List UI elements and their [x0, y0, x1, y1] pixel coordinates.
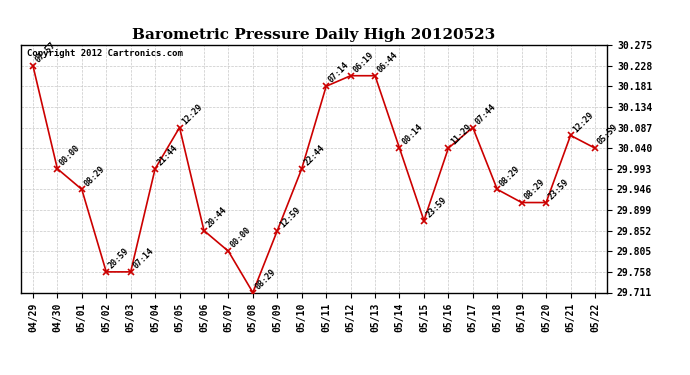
Text: 11:29: 11:29 — [449, 123, 473, 147]
Text: 21:44: 21:44 — [156, 143, 180, 167]
Text: 00:00: 00:00 — [229, 226, 253, 250]
Text: 07:14: 07:14 — [131, 246, 155, 270]
Text: 12:29: 12:29 — [571, 110, 595, 134]
Text: 20:59: 20:59 — [107, 246, 131, 270]
Text: 23:59: 23:59 — [424, 195, 448, 219]
Text: 00:00: 00:00 — [58, 143, 82, 167]
Text: 08:29: 08:29 — [82, 164, 106, 188]
Text: 00:14: 00:14 — [400, 123, 424, 147]
Text: 08:29: 08:29 — [498, 164, 522, 188]
Text: 23:59: 23:59 — [546, 177, 571, 201]
Text: 08:29: 08:29 — [522, 177, 546, 201]
Text: 07:57: 07:57 — [34, 40, 57, 64]
Text: 22:44: 22:44 — [302, 143, 326, 167]
Text: 07:14: 07:14 — [327, 61, 351, 85]
Text: 08:29: 08:29 — [253, 267, 277, 291]
Text: 12:29: 12:29 — [180, 102, 204, 126]
Text: 12:59: 12:59 — [278, 205, 302, 229]
Text: 06:44: 06:44 — [375, 50, 400, 74]
Text: 05:59: 05:59 — [595, 123, 620, 147]
Text: 20:44: 20:44 — [205, 205, 228, 229]
Title: Barometric Pressure Daily High 20120523: Barometric Pressure Daily High 20120523 — [132, 28, 495, 42]
Text: 07:44: 07:44 — [473, 102, 497, 126]
Text: Copyright 2012 Cartronics.com: Copyright 2012 Cartronics.com — [26, 49, 182, 58]
Text: 06:19: 06:19 — [351, 50, 375, 74]
